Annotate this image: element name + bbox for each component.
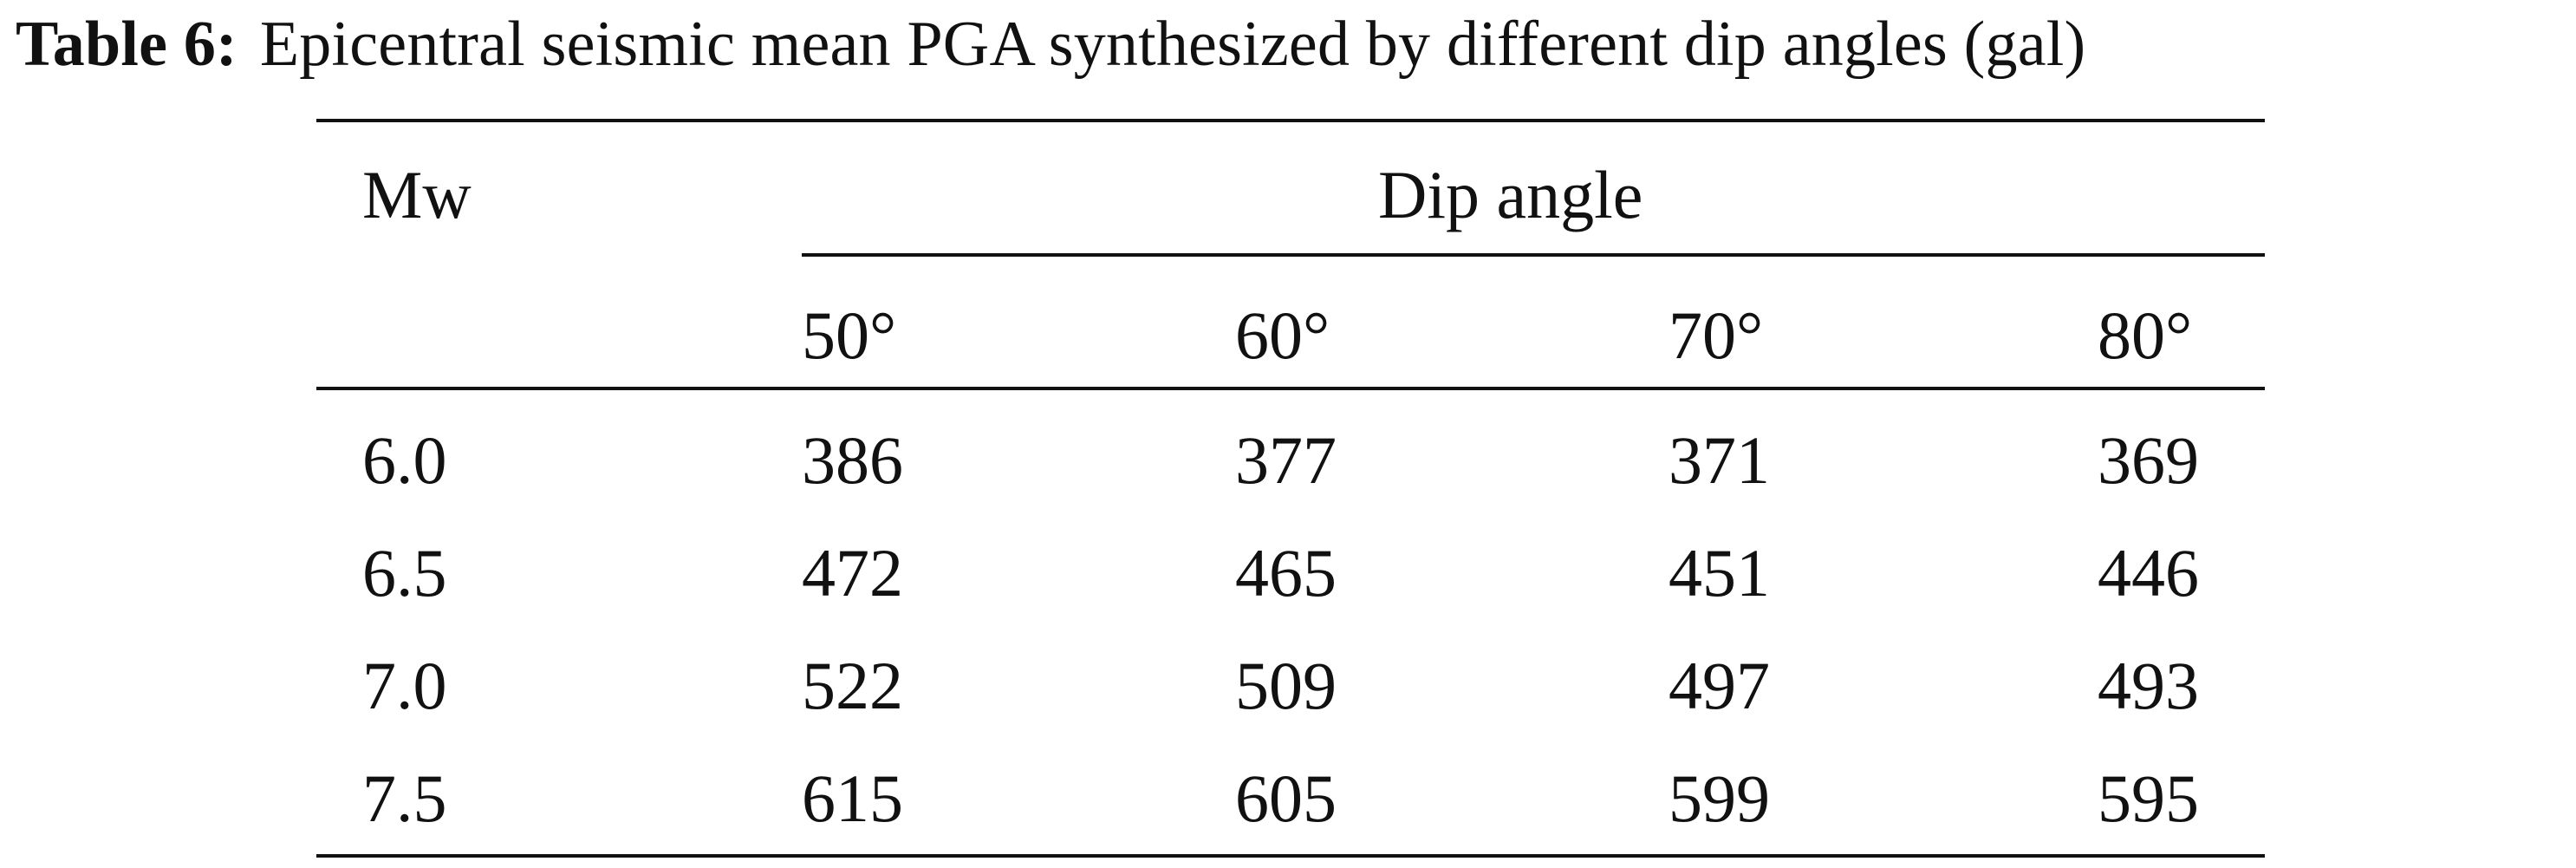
table-cell: 465 [1235, 535, 1337, 610]
table-title: Epicentral seismic mean PGA synthesized … [259, 9, 2086, 80]
table-cell-mw: 6.0 [362, 422, 447, 498]
row-header-mw: Mw [362, 157, 472, 232]
table-cell: 377 [1235, 422, 1337, 498]
top-rule [316, 119, 2265, 122]
group-header-rule [802, 253, 2265, 257]
table-cell: 599 [1669, 760, 1770, 836]
table-cell: 615 [802, 760, 903, 836]
table-cell: 446 [2098, 535, 2199, 610]
table-cell: 522 [802, 648, 903, 723]
table-cell: 509 [1235, 648, 1337, 723]
table-caption: Table 6: Epicentral seismic mean PGA synt… [16, 5, 2085, 83]
table-cell: 472 [802, 535, 903, 610]
bottom-rule [316, 854, 2265, 858]
table-cell: 451 [1669, 535, 1770, 610]
table-cell: 371 [1669, 422, 1770, 498]
table-cell: 605 [1235, 760, 1337, 836]
column-header-60: 60° [1235, 297, 1330, 373]
column-header-50: 50° [802, 297, 897, 373]
table-cell-mw: 6.5 [362, 535, 447, 610]
table-cell-mw: 7.5 [362, 760, 447, 836]
table-cell-mw: 7.0 [362, 648, 447, 723]
table-cell: 497 [1669, 648, 1770, 723]
table-cell: 386 [802, 422, 903, 498]
header-bottom-rule [316, 387, 2265, 390]
table-cell: 369 [2098, 422, 2199, 498]
group-header-dip-angle: Dip angle [1378, 157, 1643, 232]
table-cell: 493 [2098, 648, 2199, 723]
column-header-70: 70° [1669, 297, 1764, 373]
table-cell: 595 [2098, 760, 2199, 836]
table-number: Table 6: [16, 9, 237, 80]
column-header-80: 80° [2098, 297, 2193, 373]
